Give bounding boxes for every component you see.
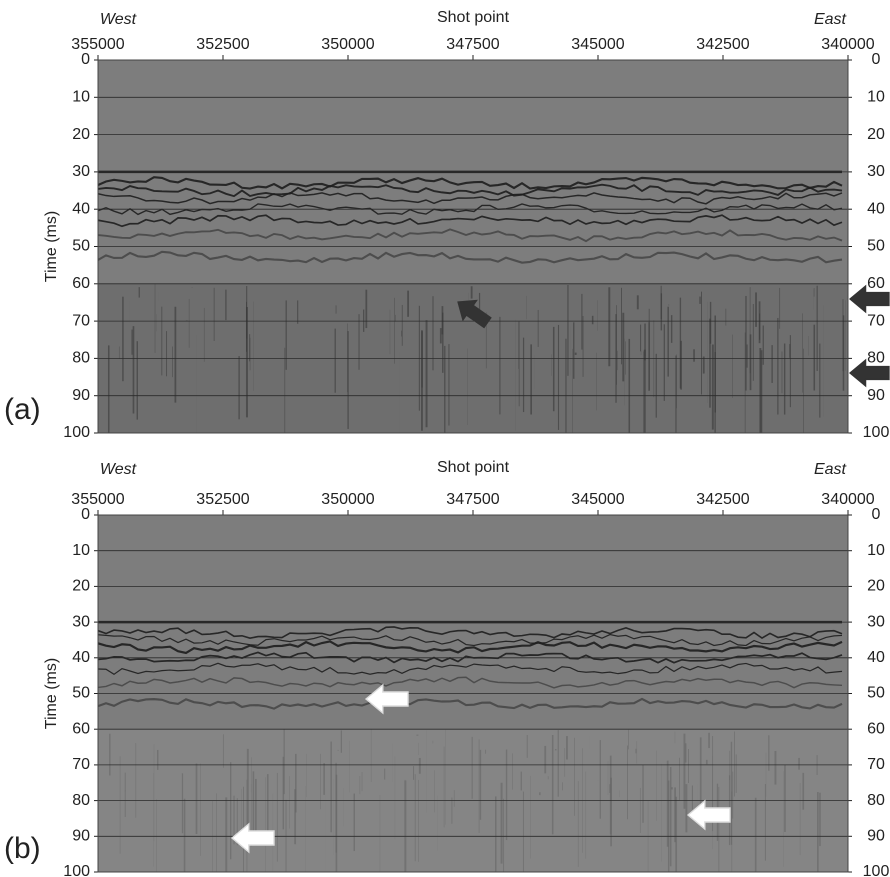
y-tick-label: 20 (72, 578, 90, 595)
y-tick-label: 0 (81, 51, 90, 68)
y2-tick-label: 40 (867, 200, 885, 217)
reflector (98, 662, 843, 676)
west-label: West (100, 11, 137, 28)
y2-tick-label: 50 (867, 685, 885, 702)
y2-tick-label: 70 (867, 312, 885, 329)
arrow (848, 284, 890, 314)
y-tick-label: 90 (72, 387, 90, 404)
x-tick-label: 350000 (321, 36, 374, 53)
x-tick-label: 340000 (821, 36, 874, 53)
reflector (98, 203, 843, 216)
x-tick-label: 355000 (71, 491, 124, 508)
west-label: West (100, 461, 137, 478)
y-tick-label: 60 (72, 275, 90, 292)
x-tick-label: 355000 (71, 36, 124, 53)
arrow (457, 299, 492, 329)
y2-tick-label: 0 (872, 51, 881, 68)
x-tick-label: 340000 (821, 491, 874, 508)
y-tick-label: 40 (72, 200, 90, 217)
y-tick-label: 80 (72, 792, 90, 809)
y-tick-label: 50 (72, 238, 90, 255)
y-tick-label: 100 (63, 863, 90, 877)
y-tick-label: 70 (72, 756, 90, 773)
y-tick-label: 0 (81, 506, 90, 523)
y-tick-label: 50 (72, 685, 90, 702)
x-tick-label: 342500 (696, 491, 749, 508)
y2-tick-label: 10 (867, 89, 885, 106)
east-label: East (814, 11, 847, 28)
y-axis-title: Time (ms) (43, 658, 60, 729)
y2-tick-label: 100 (863, 863, 890, 877)
x-tick-label: 345000 (571, 491, 624, 508)
y-tick-label: 10 (72, 89, 90, 106)
x-tick-label: 350000 (321, 491, 374, 508)
y2-tick-label: 80 (867, 792, 885, 809)
y-tick-label: 30 (72, 163, 90, 180)
y2-tick-label: 90 (867, 387, 885, 404)
x-axis-title: Shot point (437, 9, 510, 26)
arrow (848, 358, 890, 388)
y2-tick-label: 60 (867, 720, 885, 737)
east-label: East (814, 461, 847, 478)
x-tick-label: 347500 (446, 36, 499, 53)
seismic-section (98, 515, 848, 872)
panel-label: (a) (4, 393, 41, 426)
y2-tick-label: 50 (867, 238, 885, 255)
reflector (98, 640, 843, 655)
y2-tick-label: 60 (867, 275, 885, 292)
arrow (686, 799, 731, 831)
y-tick-label: 80 (72, 350, 90, 367)
y-tick-label: 100 (63, 424, 90, 441)
y-tick-label: 90 (72, 828, 90, 845)
y2-tick-label: 90 (867, 828, 885, 845)
y-axis-title: Time (ms) (43, 211, 60, 282)
arrow (230, 822, 275, 854)
panel-label: (b) (4, 832, 41, 865)
y2-tick-label: 30 (867, 613, 885, 630)
y-tick-label: 40 (72, 649, 90, 666)
x-tick-label: 345000 (571, 36, 624, 53)
y2-tick-label: 20 (867, 578, 885, 595)
reflector (98, 651, 843, 664)
reflector (98, 626, 843, 640)
reflector (98, 250, 843, 264)
reflector (98, 228, 843, 243)
reflector (98, 697, 843, 710)
x-tick-label: 342500 (696, 36, 749, 53)
y-tick-label: 60 (72, 720, 90, 737)
x-tick-label: 347500 (446, 491, 499, 508)
reflector (98, 633, 843, 647)
y-tick-label: 20 (72, 126, 90, 143)
y2-tick-label: 0 (872, 506, 881, 523)
x-tick-label: 352500 (196, 491, 249, 508)
reflector (98, 676, 843, 689)
reflector (98, 192, 843, 205)
y-tick-label: 30 (72, 613, 90, 630)
x-axis-title: Shot point (437, 459, 510, 476)
y2-tick-label: 10 (867, 542, 885, 559)
y2-tick-label: 100 (863, 424, 890, 441)
reflector (98, 214, 843, 228)
x-tick-label: 352500 (196, 36, 249, 53)
y-tick-label: 10 (72, 542, 90, 559)
plot-frame (97, 59, 849, 434)
reflector (98, 183, 843, 198)
y2-tick-label: 20 (867, 126, 885, 143)
y2-tick-label: 80 (867, 350, 885, 367)
seismic-section (98, 60, 848, 433)
plot-frame (97, 514, 849, 873)
y2-tick-label: 70 (867, 756, 885, 773)
reflector (98, 176, 843, 190)
y2-tick-label: 40 (867, 649, 885, 666)
y-tick-label: 70 (72, 312, 90, 329)
arrow (364, 683, 409, 715)
y2-tick-label: 30 (867, 163, 885, 180)
